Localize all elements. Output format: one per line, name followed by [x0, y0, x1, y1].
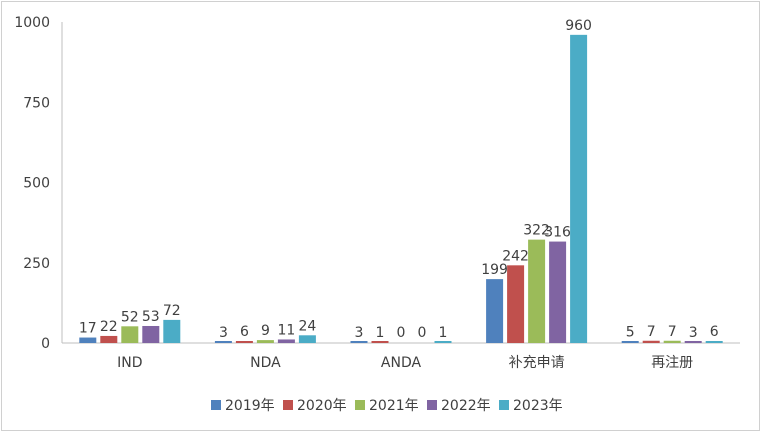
data-label: 6 [710, 324, 719, 340]
x-axis-labels: IND NDA ANDA 补充申请 再注册 [117, 355, 693, 371]
bar [642, 340, 660, 343]
data-label: 1 [376, 325, 385, 341]
data-label: 11 [277, 322, 295, 338]
data-label: 72 [163, 303, 181, 319]
legend-swatch [355, 400, 365, 410]
bar [79, 337, 97, 343]
x-tick-label: NDA [250, 355, 281, 371]
legend-label: 2021年 [369, 398, 419, 414]
data-label: 9 [261, 323, 270, 339]
bar [121, 326, 139, 343]
data-label: 52 [121, 309, 139, 325]
data-label: 7 [647, 324, 656, 340]
legend-label: 2019年 [225, 398, 275, 414]
data-label: 960 [565, 18, 592, 34]
chart-axes [61, 22, 740, 344]
legend-swatch [283, 400, 293, 410]
legend-swatch [427, 400, 437, 410]
bar [621, 341, 639, 343]
y-tick-label: 500 [23, 176, 50, 192]
x-tick-label: ANDA [381, 355, 422, 371]
data-label: 0 [397, 325, 406, 341]
bar [528, 239, 546, 343]
y-tick-label: 750 [23, 95, 50, 111]
data-label: 3 [689, 325, 698, 341]
data-label: 3 [355, 325, 364, 341]
bar [350, 341, 368, 343]
data-label: 24 [298, 318, 316, 334]
bar [486, 279, 504, 343]
legend-label: 2023年 [513, 398, 563, 414]
legend: 2019年 2020年 2021年 2022年 2023年 [211, 398, 563, 414]
bar [684, 341, 702, 343]
data-label: 6 [240, 324, 249, 340]
bar [570, 34, 588, 344]
x-tick-label: IND [117, 355, 142, 371]
bar [142, 325, 160, 343]
bar [434, 341, 452, 343]
data-label: 0 [418, 325, 427, 341]
legend-label: 2022年 [441, 398, 491, 414]
bar [705, 341, 723, 343]
y-tick-label: 250 [23, 256, 50, 272]
bar [256, 340, 274, 343]
data-label: 322 [523, 223, 550, 239]
x-tick-label: 再注册 [651, 355, 693, 371]
legend-swatch [499, 400, 509, 410]
bar [549, 241, 567, 343]
data-label: 316 [544, 225, 571, 241]
data-label: 17 [79, 321, 97, 337]
y-tick-label: 0 [41, 336, 50, 352]
data-label: 7 [668, 324, 677, 340]
data-label: 22 [100, 319, 118, 335]
bar [507, 265, 525, 343]
bar [371, 341, 389, 343]
bar [277, 339, 295, 343]
legend-label: 2020年 [297, 398, 347, 414]
legend-swatch [211, 400, 221, 410]
bar [235, 341, 253, 343]
data-label: 5 [626, 324, 635, 340]
x-tick-label: 补充申请 [509, 355, 565, 371]
y-axis-ticks: 0 250 500 750 1000 [14, 15, 50, 352]
data-label: 1 [439, 325, 448, 341]
data-label: 3 [219, 325, 228, 341]
bar [298, 335, 316, 343]
bar [663, 340, 681, 343]
data-label: 53 [142, 309, 160, 325]
data-label: 199 [481, 262, 508, 278]
bar [214, 341, 232, 343]
y-tick-label: 1000 [14, 15, 50, 31]
data-label: 242 [502, 248, 529, 264]
bar [100, 335, 118, 343]
bar [163, 319, 181, 343]
bar-series [79, 34, 723, 344]
